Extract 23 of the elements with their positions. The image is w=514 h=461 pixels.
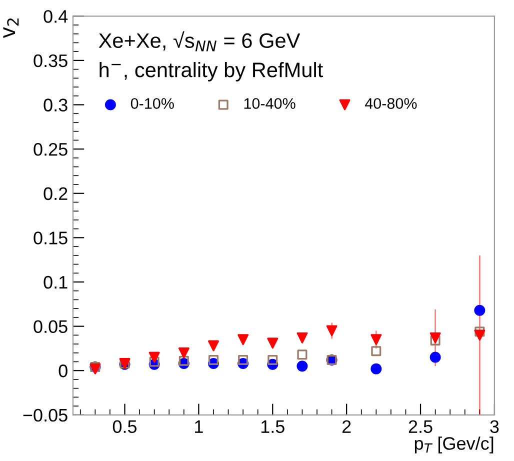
y-tick-label: 0.3 bbox=[44, 98, 68, 112]
x-tick-label: 1 bbox=[195, 420, 203, 433]
y-tick-label: 0.2 bbox=[44, 187, 68, 200]
y-tick-label: 0.4 bbox=[44, 10, 68, 23]
y-tick-label: −0.05 bbox=[23, 408, 68, 422]
annotation: Xe+Xe, √s$_{NN}$ = 6 GeV bbox=[98, 31, 300, 52]
legend-label: 0-10% bbox=[130, 98, 174, 109]
annotation: h$^{−}$, centrality by RefMult bbox=[100, 62, 323, 82]
x-tick-label: 2.5 bbox=[408, 420, 432, 434]
y-axis-title: v$_{2}$ bbox=[3, 18, 19, 38]
x-tick-label: 2 bbox=[342, 420, 351, 433]
y-tick-label: 0.05 bbox=[34, 320, 68, 334]
legend-label: 10-40% bbox=[244, 98, 296, 109]
legend-label: 40-80% bbox=[364, 98, 417, 109]
x-tick-label: 1.5 bbox=[261, 420, 284, 434]
y-tick-label: 0 bbox=[58, 364, 68, 378]
y-tick-label: 0.15 bbox=[34, 232, 68, 244]
y-tick-label: 0.1 bbox=[44, 276, 68, 289]
y-tick-label: 0.25 bbox=[34, 142, 68, 156]
x-tick-label: 3 bbox=[490, 420, 499, 434]
x-axis-title: p$_{T}$ [Gev/c] bbox=[414, 436, 494, 454]
x-tick-label: 0.5 bbox=[112, 420, 137, 434]
y-tick-label: 0.35 bbox=[34, 54, 68, 68]
